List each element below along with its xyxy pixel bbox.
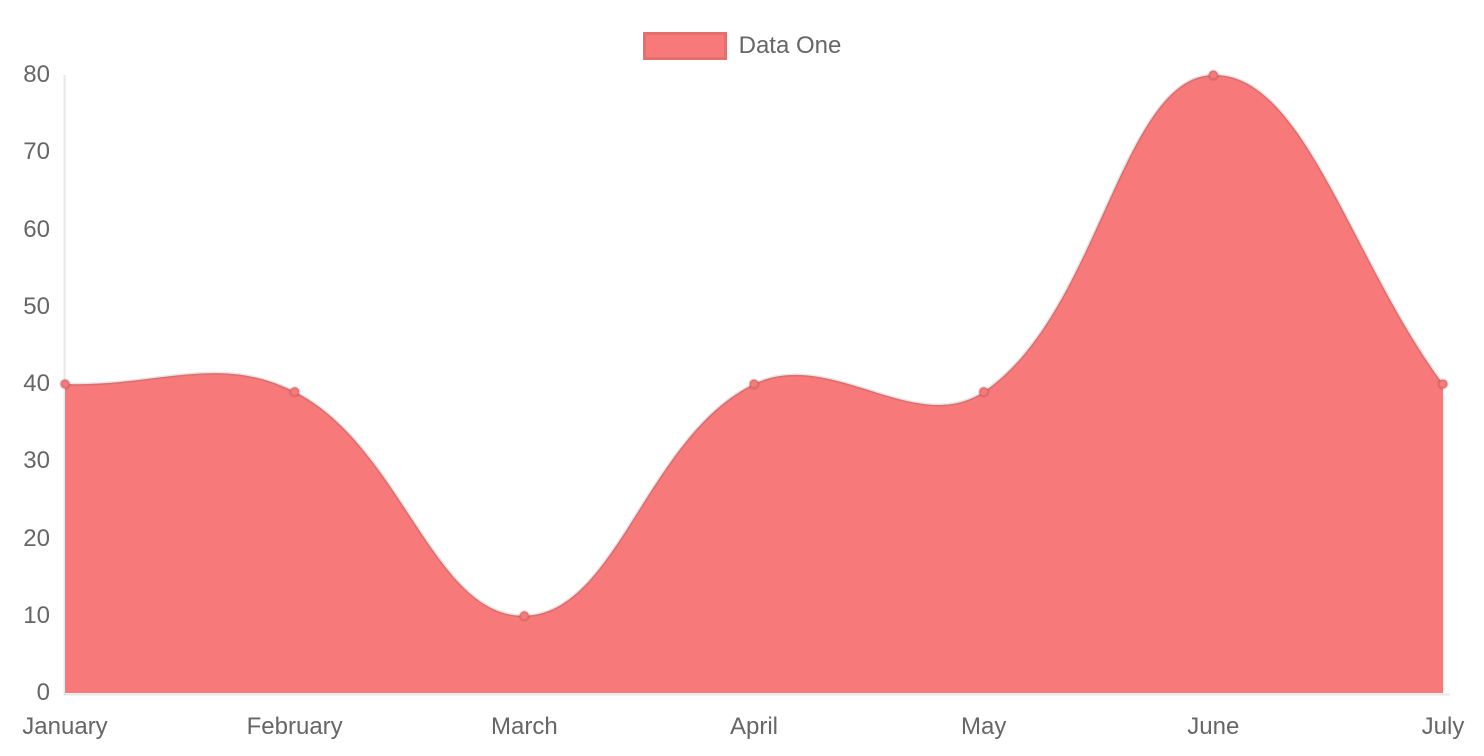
y-tick-label: 20 [23, 524, 50, 552]
x-tick-label: May [960, 713, 1007, 740]
x-tick-label: April [729, 713, 778, 740]
y-tick-label: 80 [23, 61, 50, 88]
data-point[interactable] [288, 385, 301, 398]
y-tick-label: 40 [23, 370, 50, 397]
data-point[interactable] [1207, 69, 1220, 81]
data-point[interactable] [748, 378, 760, 390]
y-tick-label: 50 [23, 292, 50, 320]
y-tick-label: 0 [36, 679, 50, 706]
x-tick-label: February [246, 713, 343, 740]
legend-label: Data One [738, 32, 842, 59]
legend-item-data-one[interactable]: Data One [642, 32, 842, 60]
data-point[interactable] [59, 378, 71, 390]
data-point[interactable] [977, 385, 990, 398]
legend-color-swatch [642, 32, 727, 60]
y-tick-label: 70 [23, 138, 50, 166]
x-tick-label: July [1421, 713, 1465, 740]
y-tick-label: 60 [23, 215, 50, 243]
chart-legend: Data One [0, 32, 1484, 60]
data-point[interactable] [518, 610, 531, 622]
data-points [59, 69, 1449, 622]
y-tick-label: 10 [23, 601, 50, 629]
x-tick-label: March [490, 713, 558, 740]
y-tick-label: 30 [23, 447, 50, 475]
x-tick-label: January [22, 713, 108, 740]
area-fill [65, 74, 1443, 693]
data-point[interactable] [1437, 378, 1449, 390]
x-tick-label: June [1187, 713, 1240, 740]
line-stroke [64, 73, 1445, 618]
